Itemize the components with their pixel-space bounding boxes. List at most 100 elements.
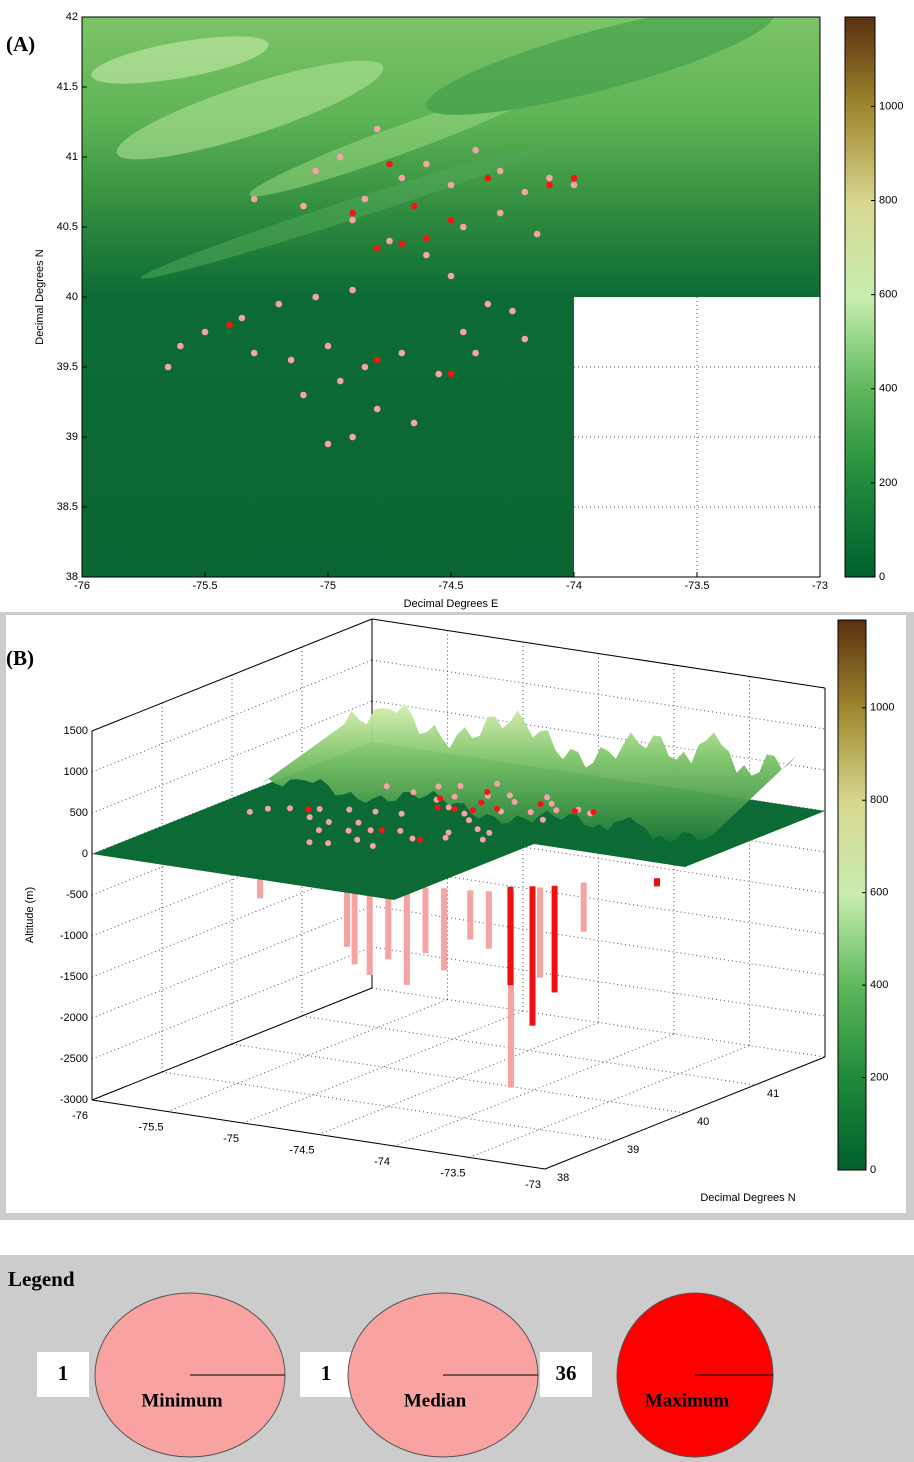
axis-line — [371, 618, 826, 689]
well-point-3d — [548, 800, 555, 807]
well-point — [386, 160, 393, 168]
well-point — [287, 356, 295, 364]
y-tick-label: 39.5 — [57, 361, 78, 373]
well-point — [238, 314, 246, 322]
well-point — [349, 216, 356, 224]
well-point-3d — [306, 814, 313, 821]
terrain-texture — [91, 17, 775, 279]
well-point — [435, 370, 443, 378]
well-point — [349, 209, 356, 217]
well-point — [484, 300, 492, 308]
well-point-3d — [478, 799, 485, 806]
depth-bar — [507, 886, 514, 986]
grid-line — [371, 700, 826, 771]
grid-line — [371, 946, 826, 1017]
panel-b-background — [6, 615, 906, 1213]
x-tick-label: -75.5 — [138, 1121, 163, 1133]
well-point — [226, 321, 233, 329]
well-point — [472, 146, 479, 154]
well-point-3d — [355, 819, 362, 826]
well-point — [250, 195, 258, 203]
well-point — [349, 286, 356, 294]
axes-box — [81, 16, 821, 578]
colorbar-tick-label: 800 — [870, 794, 888, 806]
y-tick-label: 38.5 — [57, 501, 78, 513]
well-point-3d — [383, 783, 390, 790]
well-point-3d — [325, 840, 332, 847]
well-point — [201, 328, 209, 336]
x-tick-label: -73 — [812, 580, 828, 592]
legend-label: Median — [404, 1390, 467, 1411]
well-point-3d — [306, 839, 313, 846]
colorbar-tick-label: 200 — [879, 477, 897, 489]
well-point-3d — [544, 794, 551, 801]
y-axis-label: Decimal Degrees N — [34, 249, 46, 344]
well-point-3d — [461, 810, 468, 817]
well-point — [300, 391, 307, 399]
legend-label: Minimum — [141, 1390, 222, 1411]
well-point — [484, 174, 492, 182]
z-tick-label: 0 — [82, 848, 88, 860]
x-axis-label: Decimal Degrees E — [404, 598, 499, 610]
panel-a — [82, 17, 820, 577]
well-point-3d — [435, 783, 442, 790]
well-point-3d — [469, 807, 476, 814]
legend-count-box — [540, 1352, 592, 1397]
well-point — [250, 349, 258, 357]
x-tick-label: -76 — [72, 1110, 88, 1122]
well-point — [324, 440, 332, 448]
well-point-3d — [511, 798, 518, 805]
well-point-3d — [372, 808, 379, 815]
grid-line — [371, 905, 826, 976]
well-point-3d — [354, 836, 361, 843]
well-point — [324, 342, 332, 350]
depth-bar — [654, 878, 660, 887]
well-point-3d — [506, 792, 513, 799]
well-point-3d — [451, 806, 458, 813]
well-point — [546, 174, 553, 182]
well-point — [447, 181, 455, 189]
grid-line — [301, 1015, 756, 1086]
well-point-3d — [246, 808, 253, 815]
x-tick-label: -74 — [374, 1156, 390, 1168]
colorbar-tick-label: 0 — [879, 571, 885, 583]
well-point-3d — [484, 788, 491, 795]
depth-bar — [467, 890, 474, 940]
x-tick-label: -74 — [566, 580, 582, 592]
colorbar-tick-label: 0 — [870, 1164, 876, 1176]
well-point-3d — [479, 836, 486, 843]
well-point — [349, 433, 356, 441]
well-point-3d — [345, 827, 352, 834]
well-point-3d — [527, 809, 534, 816]
well-point — [337, 153, 344, 161]
well-point-3d — [346, 806, 353, 813]
well-point-3d — [325, 818, 332, 825]
depth-bar — [385, 885, 392, 960]
z-tick-label: -1000 — [60, 930, 88, 942]
well-point-3d — [434, 804, 441, 811]
well-point — [460, 223, 467, 231]
well-point — [337, 377, 344, 385]
well-point-3d — [494, 780, 501, 787]
x-tick-label: -74.5 — [438, 580, 463, 592]
y-axis-label: Decimal Degrees N — [700, 1192, 795, 1204]
legend-label: Maximum — [645, 1390, 730, 1411]
grid-line — [161, 1071, 616, 1142]
well-point — [447, 216, 455, 224]
z-tick-label: 500 — [70, 807, 88, 819]
well-point — [312, 167, 320, 175]
z-axis-label: Altitude (m) — [24, 887, 36, 943]
grid-line — [231, 1043, 686, 1114]
well-point-3d — [315, 827, 322, 834]
well-point — [300, 202, 307, 210]
well-point — [496, 167, 504, 175]
x-tick-label: -73.5 — [440, 1167, 465, 1179]
z-tick-label: -2500 — [60, 1053, 88, 1065]
well-point — [164, 363, 172, 371]
well-point — [423, 251, 430, 259]
well-point-3d — [553, 807, 560, 814]
axis-line — [544, 1056, 826, 1170]
well-point — [177, 342, 184, 350]
colorbar-tick-label: 400 — [879, 383, 897, 395]
well-point — [373, 405, 381, 413]
